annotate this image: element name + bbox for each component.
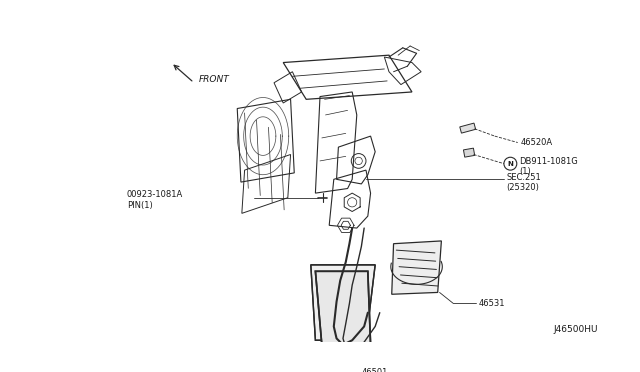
Polygon shape — [392, 241, 442, 294]
Text: 46501: 46501 — [362, 368, 388, 372]
Text: (25320): (25320) — [507, 183, 540, 192]
Text: 46531: 46531 — [479, 299, 506, 308]
Text: SEC.251: SEC.251 — [507, 173, 541, 182]
Text: FRONT: FRONT — [198, 74, 229, 84]
Bar — [460, 123, 476, 133]
Text: J46500HU: J46500HU — [553, 325, 598, 334]
Text: DB911-1081G: DB911-1081G — [520, 157, 579, 166]
Text: N: N — [508, 161, 513, 167]
Text: 00923-1081A: 00923-1081A — [127, 190, 183, 199]
Text: (1): (1) — [520, 167, 531, 176]
Text: PIN(1): PIN(1) — [127, 201, 152, 209]
Polygon shape — [311, 265, 375, 340]
Text: 46520A: 46520A — [520, 138, 552, 147]
Bar — [463, 148, 475, 157]
Polygon shape — [316, 271, 371, 345]
